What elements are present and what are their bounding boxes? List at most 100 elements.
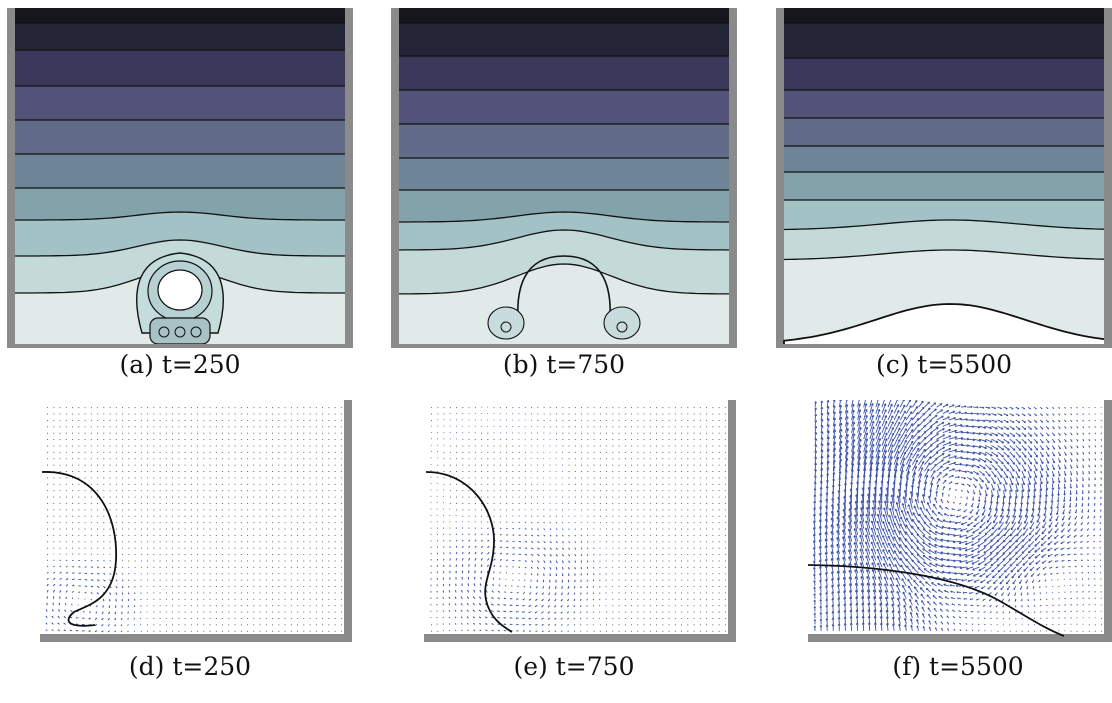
vector-dot xyxy=(153,554,154,555)
vector-dot xyxy=(216,420,217,421)
vector-dot xyxy=(650,561,651,562)
vector-dot xyxy=(153,624,154,625)
vector-dot xyxy=(594,522,595,523)
vector-dot xyxy=(78,452,79,453)
vector-dot xyxy=(297,497,298,498)
vector-dot xyxy=(253,548,254,549)
arrow-head xyxy=(48,578,49,579)
vector-dot xyxy=(700,554,701,555)
vector-dot xyxy=(197,605,198,606)
vector-dot xyxy=(487,490,488,491)
vector-dot xyxy=(185,541,186,542)
vector-dot xyxy=(153,567,154,568)
vector-dot xyxy=(587,516,588,517)
vector-dot xyxy=(191,407,192,408)
vector-dot xyxy=(662,605,663,606)
vector-dot xyxy=(203,599,204,600)
vector-dot xyxy=(291,631,292,632)
vector-dot xyxy=(575,490,576,491)
vector-dot xyxy=(725,631,726,632)
vector-dot xyxy=(662,592,663,593)
vector-dot xyxy=(562,407,563,408)
vector-dot xyxy=(650,592,651,593)
vector-dot xyxy=(210,554,211,555)
vector-dot xyxy=(153,490,154,491)
vector-dot xyxy=(278,446,279,447)
vector-dot xyxy=(228,407,229,408)
vector-dot xyxy=(285,561,286,562)
vector-dot xyxy=(594,471,595,472)
vector-dot xyxy=(612,490,613,491)
vector-dot xyxy=(303,516,304,517)
vector-dot xyxy=(253,490,254,491)
vector-dot xyxy=(185,465,186,466)
vector-dot xyxy=(494,446,495,447)
vector-dot xyxy=(322,599,323,600)
vector-dot xyxy=(266,612,267,613)
vector-dot xyxy=(97,439,98,440)
vector-dot xyxy=(310,592,311,593)
vector-dot xyxy=(310,458,311,459)
vector-dot xyxy=(66,433,67,434)
arrow-head xyxy=(97,606,98,607)
vector-dot xyxy=(700,439,701,440)
vector-dot xyxy=(519,477,520,478)
arrow-head xyxy=(59,603,60,604)
panel-frame xyxy=(728,400,736,642)
arrow-head xyxy=(481,571,482,572)
vector-dot xyxy=(469,407,470,408)
vector-dot xyxy=(669,592,670,593)
vector-dot xyxy=(519,497,520,498)
vector-dot xyxy=(241,446,242,447)
vector-dot xyxy=(316,516,317,517)
vector-dot xyxy=(185,407,186,408)
vector-dot xyxy=(316,631,317,632)
vector-dot xyxy=(116,471,117,472)
vector-dot xyxy=(303,509,304,510)
vector-dot xyxy=(594,446,595,447)
vector-dot xyxy=(650,503,651,504)
vector-dot xyxy=(110,452,111,453)
vector-dot xyxy=(310,573,311,574)
vector-dot xyxy=(135,433,136,434)
vector-dot xyxy=(172,605,173,606)
vector-dot xyxy=(297,541,298,542)
vector-dot xyxy=(285,446,286,447)
vector-dot xyxy=(462,458,463,459)
arrow-head xyxy=(516,611,517,612)
arrow-head xyxy=(467,617,468,618)
vector-dot xyxy=(681,509,682,510)
vector-dot xyxy=(47,420,48,421)
vector-dot xyxy=(644,490,645,491)
vector-dot xyxy=(694,446,695,447)
arrow-head xyxy=(468,577,469,578)
arrow-head xyxy=(507,541,508,542)
vector-dot xyxy=(178,573,179,574)
vector-dot xyxy=(637,573,638,574)
vector-dot xyxy=(272,535,273,536)
arrow-head xyxy=(450,565,451,566)
vector-dot xyxy=(72,407,73,408)
vector-dot xyxy=(172,580,173,581)
vector-dot xyxy=(297,586,298,587)
vector-dot xyxy=(700,541,701,542)
vector-dot xyxy=(675,433,676,434)
vector-dot xyxy=(253,567,254,568)
vector-dot xyxy=(631,407,632,408)
vector-dot xyxy=(203,414,204,415)
vector-dot xyxy=(253,573,254,574)
vector-dot xyxy=(172,439,173,440)
vector-dot xyxy=(303,471,304,472)
vector-dot xyxy=(550,420,551,421)
vector-dot xyxy=(228,599,229,600)
vector-dot xyxy=(606,509,607,510)
vector-dot xyxy=(725,484,726,485)
vector-dot xyxy=(619,509,620,510)
vector-dot xyxy=(644,509,645,510)
vector-dot xyxy=(191,503,192,504)
vector-dot xyxy=(85,407,86,408)
vector-dot xyxy=(587,503,588,504)
vector-dot xyxy=(431,407,432,408)
vector-dot xyxy=(575,477,576,478)
vector-dot xyxy=(235,605,236,606)
